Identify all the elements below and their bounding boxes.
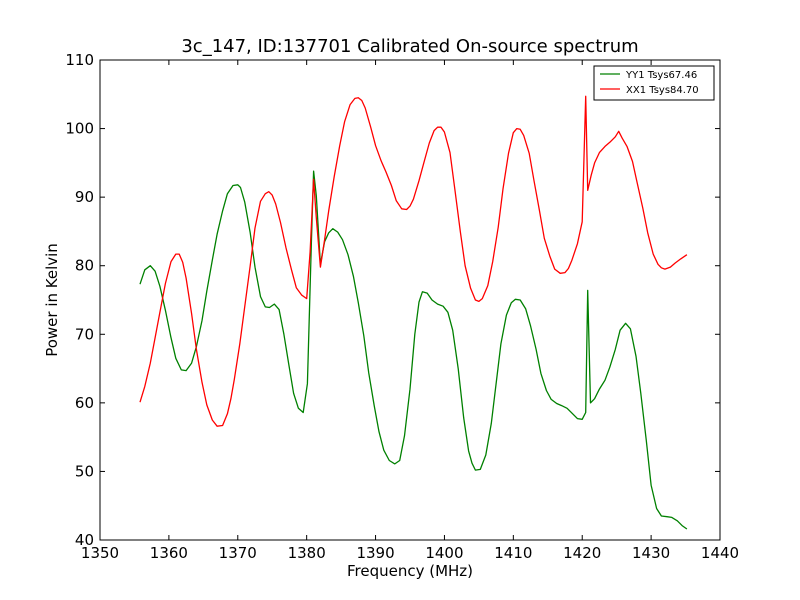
y-tick-label: 100	[65, 120, 94, 138]
legend: YY1 Tsys67.46 XX1 Tsys84.70	[593, 65, 715, 101]
x-tick-label: 1400	[425, 544, 463, 562]
legend-box	[593, 65, 715, 101]
y-tick-label: 90	[75, 188, 94, 206]
plot-frame	[99, 59, 721, 541]
x-tick-label: 1380	[288, 544, 326, 562]
y-tick-label: 60	[75, 394, 94, 412]
x-tick-label: 1440	[701, 544, 739, 562]
legend-label-xx1: XX1 Tsys84.70	[626, 85, 699, 96]
x-tick-label: 1430	[632, 544, 670, 562]
x-tick-label: 1410	[494, 544, 532, 562]
y-tick-label: 70	[75, 325, 94, 343]
legend-label-yy1: YY1 Tsys67.46	[625, 70, 697, 81]
x-tick-label: 1370	[219, 544, 257, 562]
x-tick-label: 1390	[356, 544, 394, 562]
y-tick-label: 80	[75, 257, 94, 275]
series-line-yy1	[139, 170, 688, 530]
chart-title: 3c_147, ID:137701 Calibrated On-source s…	[181, 36, 638, 57]
series-line-xx1	[139, 95, 688, 427]
y-axis-title: Power in Kelvin	[43, 243, 61, 357]
y-tick-label: 110	[65, 51, 94, 69]
x-tick-label: 1420	[563, 544, 601, 562]
x-tick-label: 1350	[81, 544, 119, 562]
y-tick-label: 40	[75, 531, 94, 549]
y-tick-label: 50	[75, 462, 94, 480]
x-tick-label: 1360	[150, 544, 188, 562]
x-axis-title: Frequency (MHz)	[347, 562, 473, 580]
